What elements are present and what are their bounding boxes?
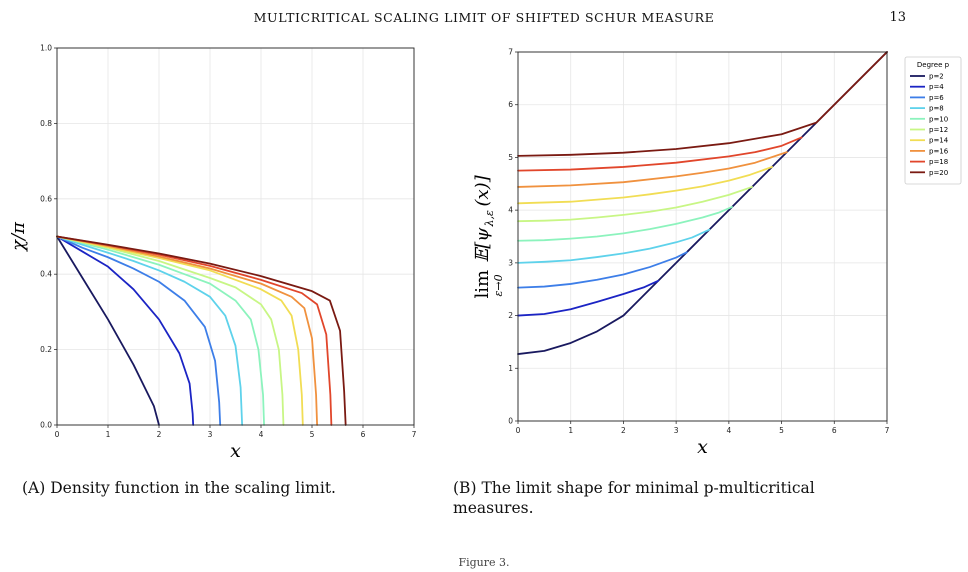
x-tick-label: 3 [674, 426, 679, 435]
legend-box [904, 56, 962, 185]
x-tick-label: 3 [208, 430, 213, 439]
plot-frame [56, 47, 415, 426]
x-tick-label: 2 [621, 426, 626, 435]
series-line-p=18 [517, 136, 803, 172]
running-head-title: MULTICRITICAL SCALING LIMIT OF SHIFTED S… [253, 10, 715, 25]
series-line-p=12 [517, 186, 753, 223]
x-tick-label: 7 [412, 430, 417, 439]
y-tick-label: 0 [508, 417, 513, 426]
y-label-expect: 𝔼[ψ [472, 227, 493, 263]
x-tick-label: 6 [832, 426, 837, 435]
plot-frame [517, 51, 888, 422]
y-axis-label: χ/π [8, 221, 29, 253]
series-line-p=6 [517, 251, 688, 289]
y-tick-label: 5 [508, 153, 513, 162]
y-tick-label: 1 [508, 364, 513, 373]
legend-entry: p=18 [929, 158, 948, 166]
y-tick-label: 6 [508, 100, 513, 109]
y-axis-label: lim ε→0 𝔼[ψλ,ε (x)] [472, 174, 505, 298]
legend-entry: p=4 [929, 83, 944, 91]
x-tick-label: 4 [259, 430, 264, 439]
series-line-p=20 [517, 51, 888, 157]
series-line-p6 [56, 235, 222, 426]
series-line-p20 [56, 235, 347, 426]
series-line-p4 [56, 235, 195, 426]
y-label-arg: (x)] [472, 174, 493, 206]
x-tick-label: 7 [885, 426, 890, 435]
caption-b-text: The limit shape for minimal p-multicriti… [453, 479, 815, 517]
x-tick-label: 5 [779, 426, 784, 435]
series-line-p=10 [517, 206, 733, 242]
legend-entry: p=12 [929, 126, 948, 134]
series-line-p=4 [517, 279, 660, 317]
legend-entry: p=10 [929, 115, 948, 123]
legend-entry: p=14 [929, 137, 949, 145]
legend-entry: p=2 [929, 73, 944, 81]
page-footer: Figure 3. [458, 556, 510, 569]
legend: Degree p p=2 p=4 p=6 p=8 p=10 p=12 p=14 p=16 p=18… [904, 56, 962, 185]
y-tick-label: 0.4 [40, 270, 52, 279]
series-line-p8 [56, 235, 244, 426]
caption-b: (B) The limit shape for minimal p-multic… [453, 478, 883, 518]
x-tick-label: 1 [568, 426, 573, 435]
y-tick-label: 3 [508, 258, 513, 267]
series-line-p14 [56, 235, 304, 426]
x-axis-label: x [697, 436, 708, 458]
series-line-p=8 [517, 228, 711, 264]
y-tick-label: 0.0 [40, 421, 52, 430]
y-label-sub: ε→0 [492, 274, 505, 296]
series-line-p10 [56, 235, 265, 426]
x-tick-label: 0 [55, 430, 60, 439]
series-line-p16 [56, 235, 319, 426]
running-head: MULTICRITICAL SCALING LIMIT OF SHIFTED S… [0, 0, 968, 40]
x-axis-label: x [230, 440, 241, 462]
page-number: 13 [889, 10, 906, 25]
caption-a-text: Density function in the scaling limit. [50, 479, 336, 497]
caption-b-label: (B) [453, 479, 477, 497]
y-label-sub2: λ,ε [483, 210, 496, 227]
legend-entry: p=6 [929, 94, 944, 102]
y-tick-label: 0.8 [40, 119, 52, 128]
caption-a-label: (A) [22, 479, 46, 497]
x-tick-label: 1 [106, 430, 111, 439]
x-tick-label: 4 [726, 426, 731, 435]
x-tick-label: 2 [157, 430, 162, 439]
x-tick-label: 0 [516, 426, 521, 435]
legend-entry: p=8 [929, 105, 944, 113]
series-line-p2 [56, 235, 160, 426]
x-tick-label: 5 [310, 430, 315, 439]
y-tick-label: 4 [508, 206, 513, 215]
series-line-p=16 [517, 151, 788, 188]
legend-title: Degree p [917, 61, 950, 69]
x-tick-label: 6 [361, 430, 366, 439]
y-tick-label: 0.6 [40, 194, 52, 203]
y-label-lim: lim [472, 270, 493, 299]
series-line-p12 [56, 235, 285, 426]
y-tick-label: 2 [508, 311, 513, 320]
y-tick-label: 1.0 [40, 44, 52, 53]
legend-entry: p=16 [929, 147, 949, 155]
y-tick-label: 7 [508, 48, 513, 57]
density-chart: 0 1 2 3 4 5 6 7 0.0 0.2 0.4 0.6 0.8 1.0 x χ/π [8, 44, 417, 463]
limit-shape-chart: 0 1 2 3 4 5 6 7 0 1 2 3 4 5 6 7 x lim ε→0 𝔼[ψλ,ε (x)] Degree … [472, 48, 962, 458]
y-tick-label: 0.2 [40, 345, 52, 354]
series-line-p=14 [517, 166, 773, 205]
caption-a: (A) Density function in the scaling limi… [22, 478, 442, 498]
legend-entry: p=20 [929, 169, 948, 177]
